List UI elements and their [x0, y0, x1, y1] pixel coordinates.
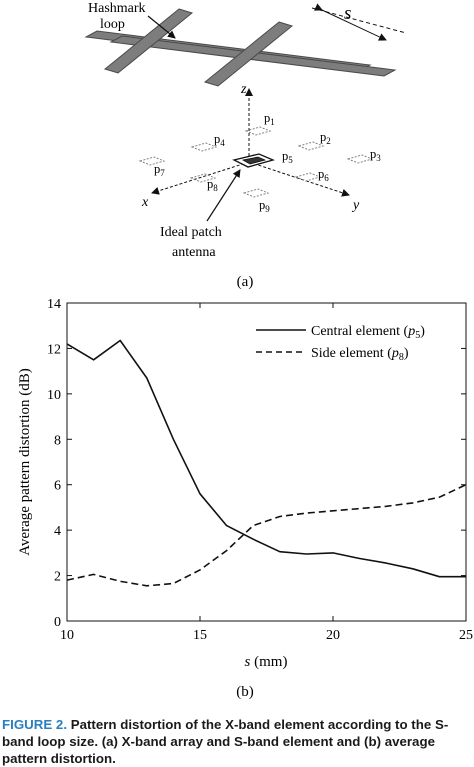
- point-label-p1: p1: [264, 111, 275, 127]
- x-axis-title: s (mm): [245, 654, 288, 670]
- patch-p1: [244, 126, 272, 136]
- y-tick-label: 10: [47, 388, 61, 403]
- y-tick-label: 8: [54, 433, 61, 448]
- point-label-p2: p2: [320, 130, 331, 146]
- patch-label-line1: Ideal patch: [160, 225, 222, 240]
- patch-antenna-p5: [232, 153, 275, 168]
- patch-label-arrow: [206, 169, 241, 222]
- figure: s Hashmark loop z x y p1: [17, 1, 473, 700]
- figure-caption: FIGURE 2. Pattern distortion of the X-ba…: [2, 716, 474, 767]
- patch-p2: [297, 141, 325, 151]
- y-tick-label: 14: [47, 297, 61, 312]
- patch-p7: [138, 156, 166, 166]
- x-tick-label: 10: [60, 628, 74, 643]
- y-axis-title: Average pattern distortion (dB): [17, 368, 33, 556]
- series-line-central-element: [66, 339, 466, 578]
- point-label-p6: p6: [318, 167, 329, 183]
- caption-label: FIGURE 2.: [2, 717, 68, 732]
- y-tick-label: 2: [54, 570, 61, 585]
- loop-label-line1: Hashmark: [88, 1, 146, 16]
- patch-label-line2: antenna: [172, 245, 216, 260]
- panel-b-sublabel: (b): [236, 684, 254, 700]
- point-label-p8: p8: [207, 177, 218, 193]
- x-tick-label: 20: [326, 628, 340, 643]
- y-tick-label: 6: [54, 479, 61, 494]
- panel-a-diagram: s Hashmark loop z x y p1: [84, 1, 407, 290]
- y-tick-label: 0: [54, 615, 61, 630]
- loop-label-line2: loop: [100, 17, 125, 32]
- s-dimension: s: [311, 3, 407, 41]
- patch-p8: [189, 173, 217, 183]
- pattern-distortion-chart: 10 15 20 25 0 2 4 6 8 10 12 14 Average pattern dist…: [17, 297, 473, 700]
- x-axis-label: x: [141, 195, 149, 210]
- loop-label-arrow: [147, 15, 176, 39]
- patch-p6: [294, 172, 322, 182]
- point-label-p5: p5: [282, 149, 293, 165]
- y-tick-label: 12: [47, 342, 61, 357]
- series-line-side-element: [66, 483, 467, 587]
- legend: Central element (p5) Side element (p8): [256, 324, 425, 363]
- s-label: s: [344, 3, 351, 24]
- x-axis: [151, 161, 250, 195]
- hashmark-loop-shape: [84, 8, 397, 87]
- y-tick-label: 4: [54, 524, 61, 539]
- caption-text: Pattern distortion of the X-band element…: [2, 717, 449, 766]
- panel-a-sublabel: (a): [237, 274, 254, 290]
- z-axis-label: z: [240, 82, 247, 97]
- point-label-p7: p7: [154, 162, 165, 178]
- patch-p9: [242, 188, 270, 198]
- legend-label-central: Central element (p5): [311, 324, 425, 341]
- patch-p3: [346, 154, 374, 164]
- plot-frame: [66, 302, 467, 622]
- point-label-p4: p4: [214, 132, 225, 148]
- point-label-p3: p3: [370, 147, 381, 163]
- patch-p4: [190, 142, 218, 152]
- point-label-p9: p9: [259, 198, 270, 214]
- x-tick-label: 15: [193, 628, 207, 643]
- legend-label-side: Side element (p8): [311, 346, 409, 363]
- y-axis-label: y: [351, 198, 360, 213]
- x-tick-label: 25: [459, 628, 473, 643]
